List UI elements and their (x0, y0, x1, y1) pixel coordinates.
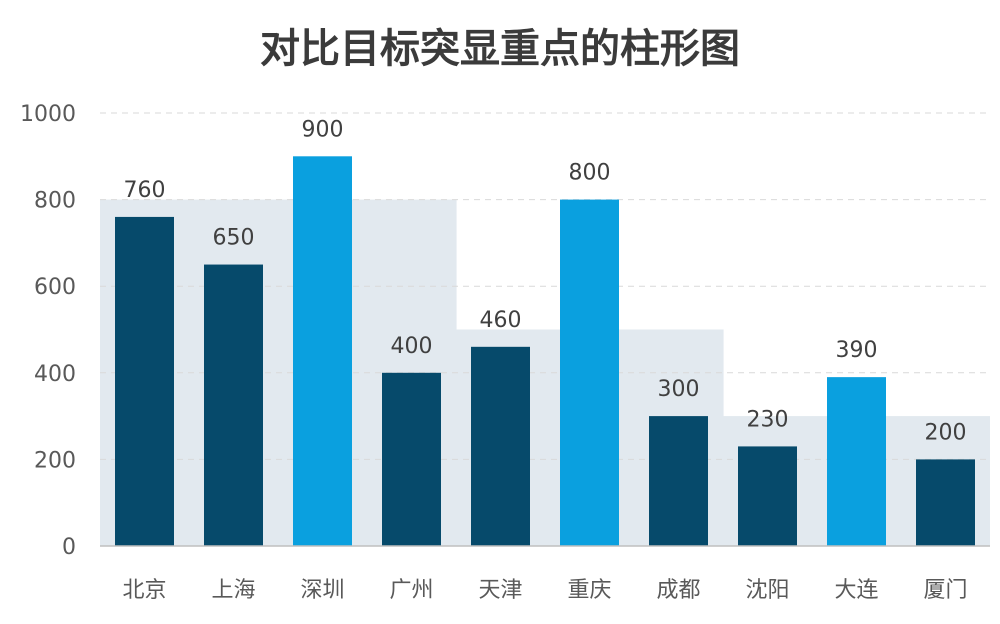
category-label: 厦门 (923, 578, 967, 603)
category-label: 北京 (122, 578, 166, 603)
value-label: 460 (480, 308, 522, 333)
value-label: 300 (658, 377, 700, 402)
value-label: 800 (569, 161, 611, 186)
value-label: 230 (747, 407, 789, 432)
x-axis-categories: 北京 上海 深圳 广州 天津 重庆 成都 沈阳 大连 厦门 (122, 578, 967, 603)
y-tick-label: 800 (34, 189, 76, 214)
y-tick-label: 600 (34, 275, 76, 300)
y-tick-label: 0 (62, 535, 76, 560)
category-label: 成都 (656, 578, 700, 603)
value-label: 760 (124, 178, 166, 203)
bar-6 (649, 416, 708, 546)
category-label: 天津 (478, 578, 522, 603)
bar-0 (115, 216, 174, 547)
bars (115, 156, 975, 547)
category-label: 沈阳 (745, 578, 789, 603)
category-label: 大连 (834, 578, 878, 603)
bar-2 (293, 156, 352, 547)
category-label: 广州 (389, 578, 433, 603)
value-label: 650 (213, 226, 255, 251)
category-label: 深圳 (300, 578, 344, 603)
chart-title: 对比目标突显重点的柱形图 (260, 26, 740, 72)
y-tick-label: 1000 (20, 102, 76, 127)
y-axis-ticks: 0 200 400 600 800 1000 (20, 102, 76, 560)
y-tick-label: 400 (34, 362, 76, 387)
category-label: 上海 (211, 578, 255, 603)
value-label: 400 (391, 334, 433, 359)
category-label: 重庆 (567, 578, 611, 603)
value-label: 390 (836, 338, 878, 363)
bar-4 (471, 346, 530, 546)
value-labels: 760 650 900 400 460 800 300 230 390 200 (124, 117, 967, 445)
y-tick-label: 200 (34, 448, 76, 473)
value-label: 200 (925, 420, 967, 445)
bar-3 (382, 372, 441, 546)
bar-8 (827, 377, 886, 546)
bar-1 (204, 264, 263, 546)
bar-7 (738, 446, 797, 546)
bar-9 (916, 459, 975, 546)
bar-5 (560, 199, 619, 546)
value-label: 900 (302, 117, 344, 142)
